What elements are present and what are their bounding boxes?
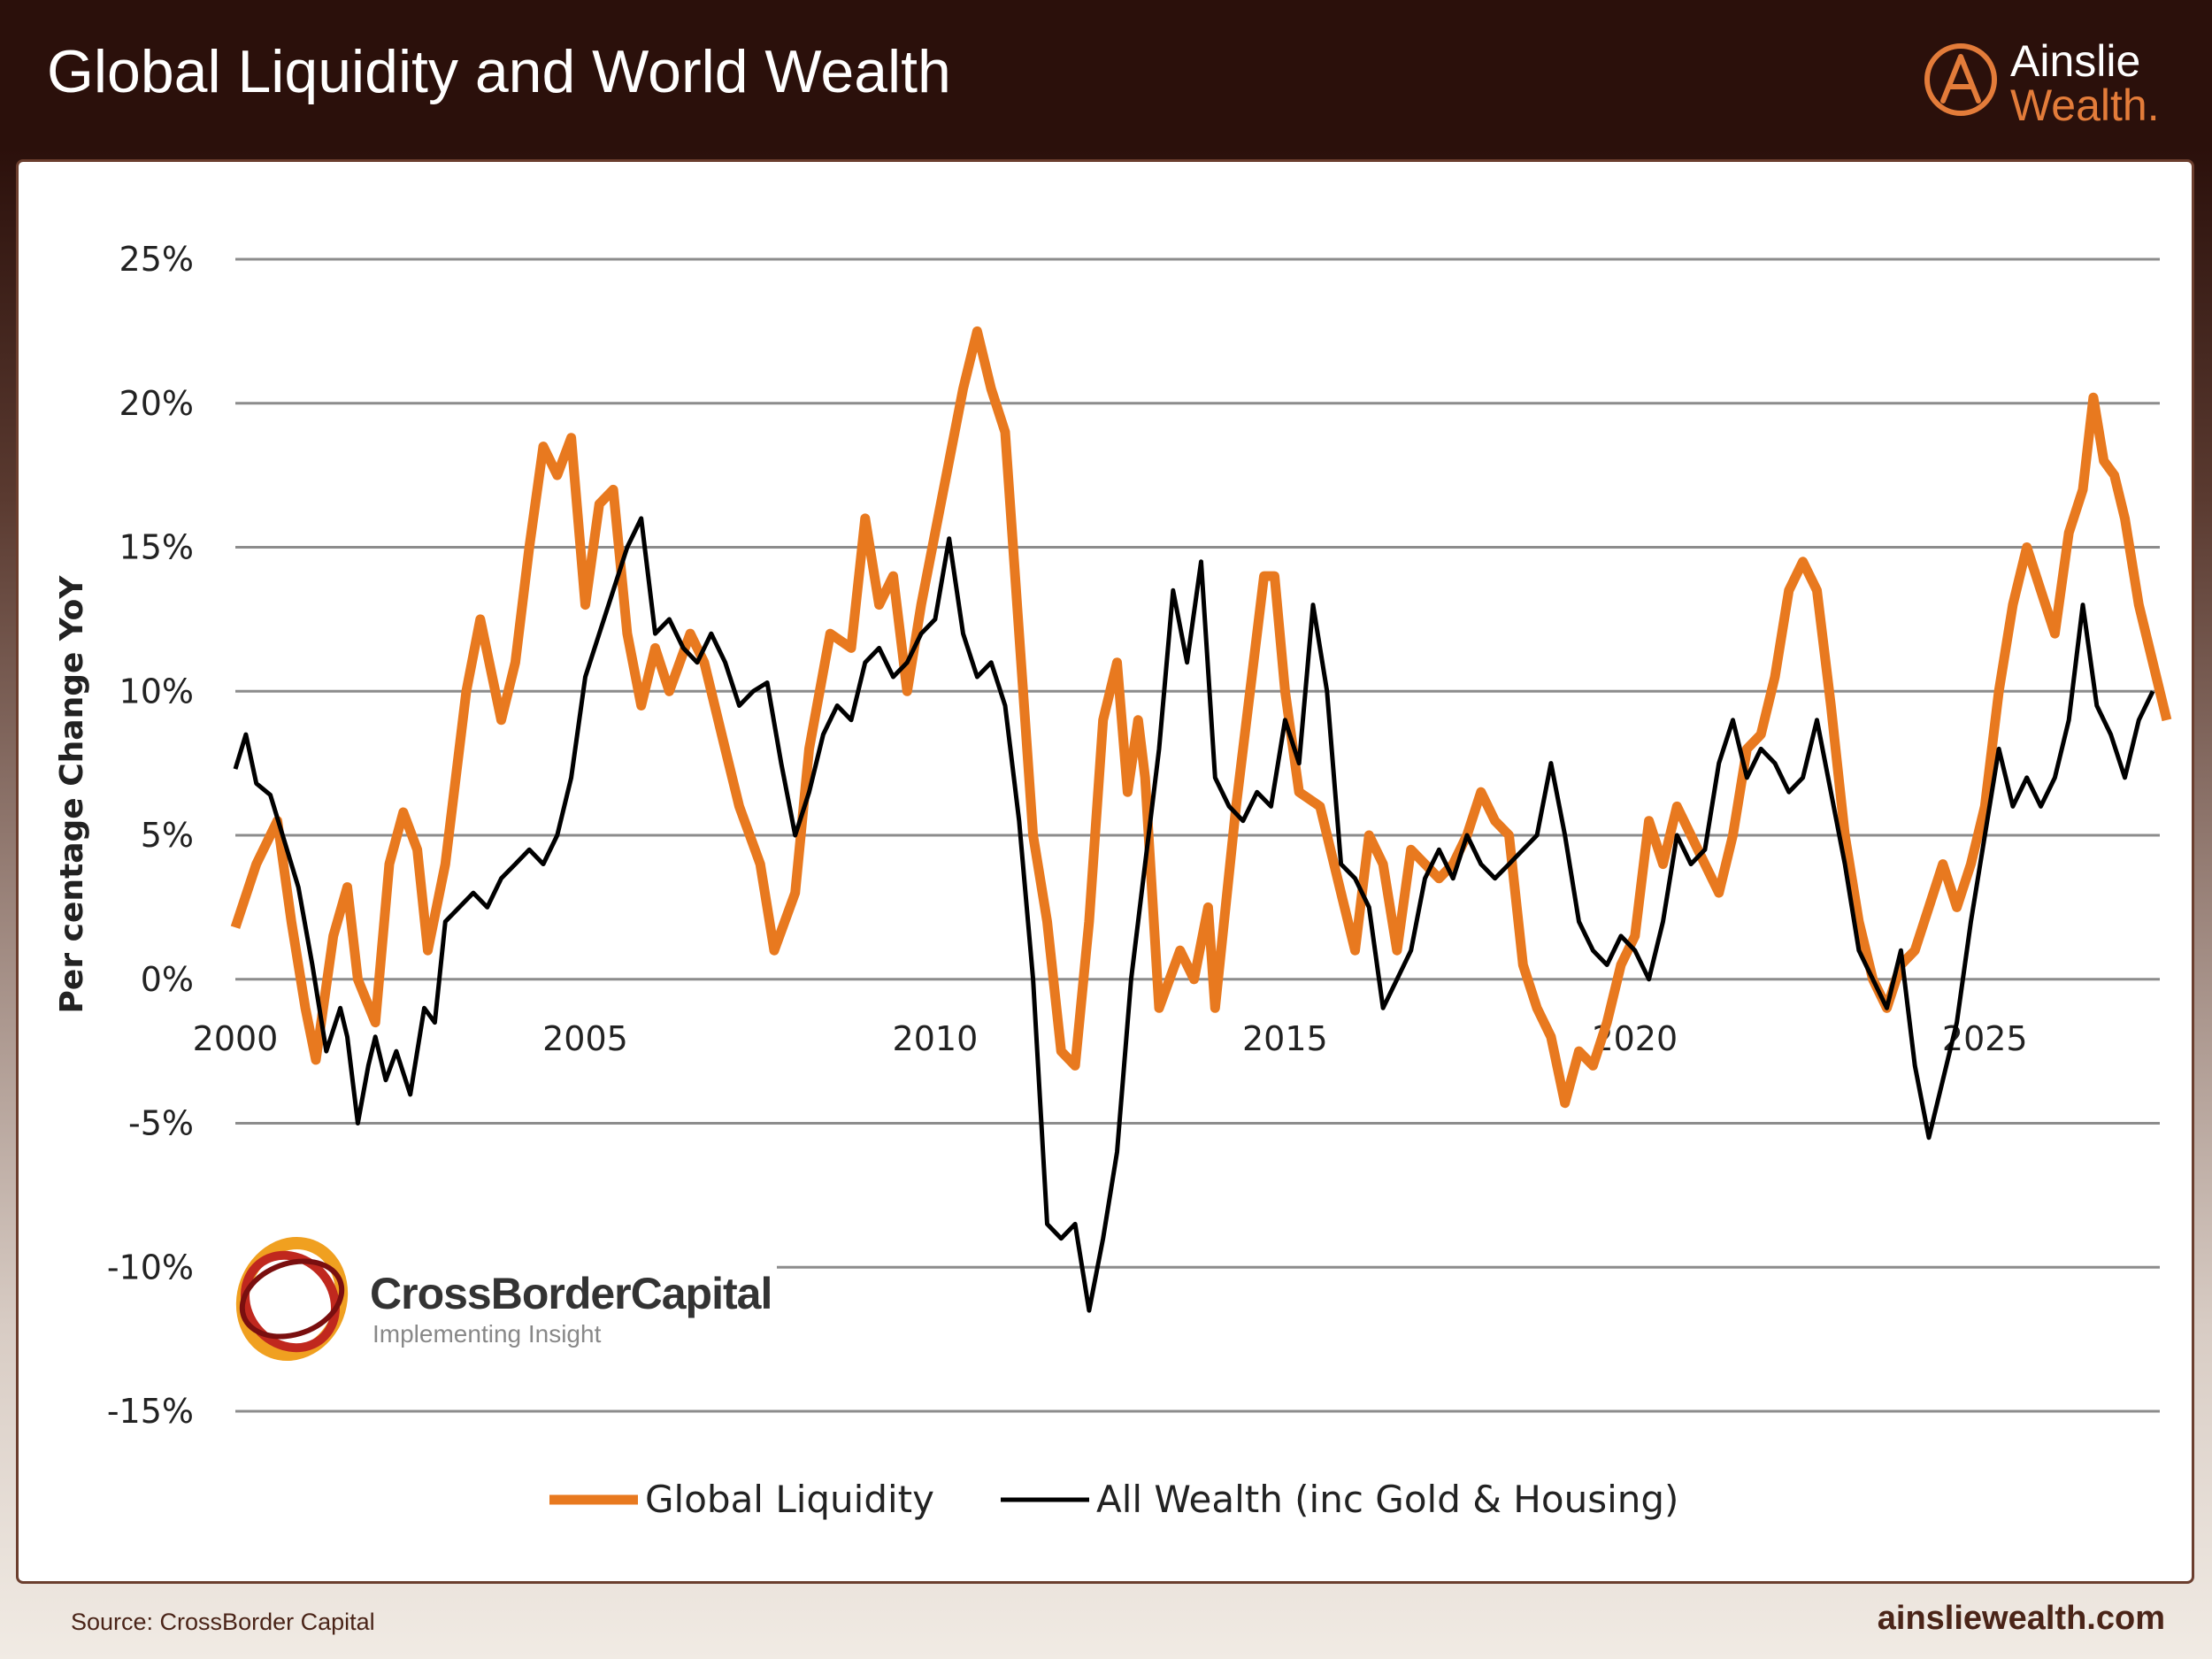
x-tick-label: 2005	[542, 1019, 628, 1058]
chart-panel: 25% 20% 15% 10% 5% 0% -5% -10% -15% 2000 2005 2010…	[16, 159, 2194, 1584]
source-note: Source: CrossBorder Capital	[71, 1609, 375, 1635]
y-tick-label: -5%	[128, 1104, 194, 1143]
crossborder-tagline: Implementing Insight	[373, 1320, 602, 1348]
x-tick-label: 2010	[893, 1019, 979, 1058]
crossborder-name: CrossBorderCapital	[370, 1269, 772, 1318]
y-tick-label: 20%	[119, 384, 194, 423]
y-tick-label: -15%	[107, 1392, 194, 1431]
x-tick-label: 2000	[193, 1019, 279, 1058]
brand-name-line2: Wealth.	[2010, 81, 2160, 130]
y-tick-label: -10%	[107, 1248, 194, 1286]
y-tick-label: 15%	[119, 528, 194, 567]
brand-logo[interactable]: Ainslie Wealth.	[1920, 32, 2177, 130]
x-tick-label: 2015	[1242, 1019, 1328, 1058]
y-tick-label: 10%	[119, 672, 194, 710]
line-chart: 25% 20% 15% 10% 5% 0% -5% -10% -15% 2000 2005 2010…	[54, 240, 2172, 1521]
crossborder-logo: CrossBorderCapital Implementing Insight	[219, 1210, 777, 1392]
series-lines	[230, 326, 2172, 1313]
ainslie-a-logo-icon	[1924, 43, 1997, 116]
y-tick-label: 25%	[119, 240, 194, 279]
crossborder-rings-logo-icon	[235, 1236, 349, 1362]
series-line-global-liquidity	[230, 326, 2172, 1109]
website-link[interactable]: ainsliewealth.com	[1877, 1600, 2165, 1637]
y-tick-label: 5%	[141, 816, 194, 855]
y-axis-label: Per centage Change YoY	[54, 575, 90, 1014]
legend: Global Liquidity All Wealth (inc Gold & H…	[549, 1478, 1678, 1521]
legend-label-global-liquidity: Global Liquidity	[645, 1478, 934, 1521]
brand-name-line1: Ainslie	[2010, 36, 2141, 86]
series-line-all-wealth	[233, 516, 2155, 1313]
y-axis-ticks: 25% 20% 15% 10% 5% 0% -5% -10% -15%	[107, 240, 194, 1431]
y-tick-label: 0%	[141, 960, 194, 999]
legend-label-all-wealth: All Wealth (inc Gold & Housing)	[1096, 1478, 1678, 1521]
page-title: Global Liquidity and World Wealth	[47, 38, 951, 105]
x-axis-ticks: 2000 2005 2010 2015 2020 2025	[193, 1019, 2028, 1058]
